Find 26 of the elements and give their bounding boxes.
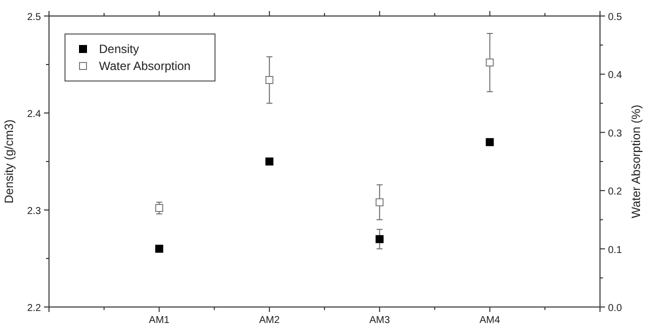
legend-label: Water Absorption xyxy=(99,59,191,73)
y2-tick-label: 0.3 xyxy=(608,128,622,140)
y2-axis-title: Water Absorption (%) xyxy=(629,104,643,218)
y2-tick-label: 0.4 xyxy=(608,70,622,82)
y-tick-label: 2.3 xyxy=(27,206,42,217)
point xyxy=(155,204,164,212)
x-tick-label: AM4 xyxy=(480,315,501,326)
point xyxy=(486,58,494,67)
y2-tick-label: 0.5 xyxy=(608,12,622,23)
y2-tick-label: 0.1 xyxy=(608,244,622,256)
y2-tick-label: 0.0 xyxy=(608,303,622,314)
point xyxy=(376,235,384,244)
y-tick-label: 2.5 xyxy=(27,12,42,23)
legend-label: Density xyxy=(99,42,140,56)
point xyxy=(155,244,164,253)
x-tick-label: AM2 xyxy=(259,315,280,326)
y-tick-label: 2.2 xyxy=(27,303,42,314)
y2-tick-label: 0.2 xyxy=(608,186,622,198)
point xyxy=(265,76,274,84)
point xyxy=(486,138,494,146)
y-axis-title: Density (g/cm3) xyxy=(2,119,16,204)
y-tick-label: 2.4 xyxy=(27,109,42,120)
x-tick-label: AM1 xyxy=(148,315,170,326)
x-tick-label: AM3 xyxy=(369,315,390,326)
point xyxy=(265,158,274,166)
point xyxy=(376,198,384,206)
